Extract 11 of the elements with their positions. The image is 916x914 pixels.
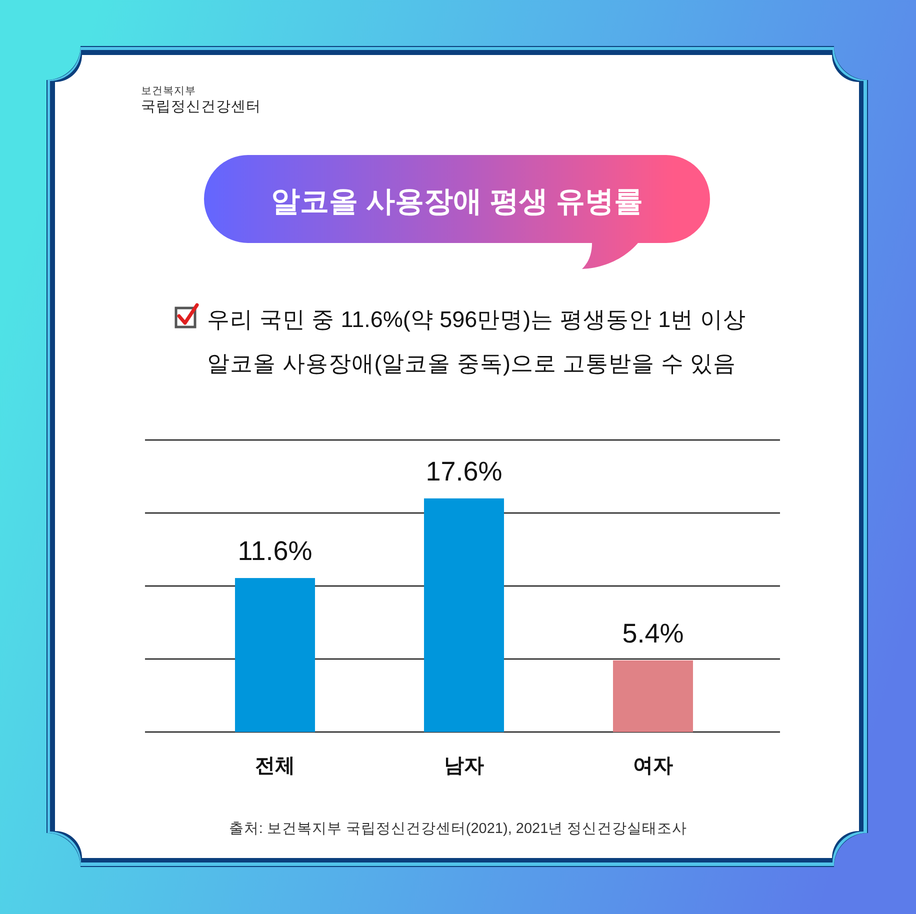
x-tick-label: 여자 [633, 755, 673, 777]
title: 알코올 사용장애 평생 유병률 [270, 186, 644, 218]
value-label: 11.6% [238, 536, 312, 566]
value-label: 17.6% [426, 456, 502, 486]
annotation: 출처: 보건복지부 국립정신건강센터(2021), 2021년 정신건강실태조사 [228, 821, 688, 837]
value-label: 5.4% [622, 618, 684, 648]
annotation: 국립정신건강센터 [141, 99, 261, 115]
annotation: 보건복지부 [141, 85, 196, 97]
subtitle: 우리 국민 중 11.6%(약 596만명)는 평생동안 1번 이상 알코올 사용장애(알코올 중독)으로 고통받을 수 있음 [207, 307, 746, 376]
x-tick-label: 남자 [444, 755, 484, 777]
x-tick-label: 전체 [255, 755, 295, 777]
